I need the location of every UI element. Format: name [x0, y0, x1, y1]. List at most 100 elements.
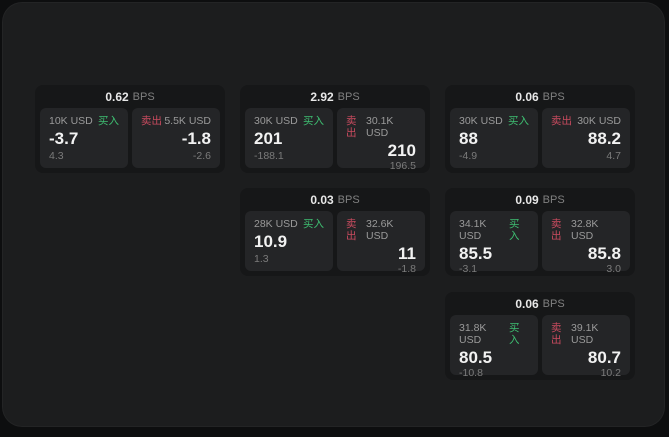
buy-delta: 1.3 [254, 253, 269, 265]
bps-unit-label: BPS [337, 193, 360, 206]
buy-panel[interactable]: 31.8K USD 买入 80.5 -10.8 [450, 315, 538, 379]
sell-side-label: 卖出 [551, 322, 562, 346]
sell-delta: 10.2 [600, 367, 621, 379]
sell-panel[interactable]: 卖出 5.5K USD -1.8 -2.6 [132, 108, 220, 168]
sell-panel[interactable]: 卖出 32.6K USD 11 -1.8 [337, 211, 425, 275]
buy-amount: 34.1K USD [459, 218, 487, 242]
sell-delta: 4.7 [606, 150, 621, 162]
quote-board-window: 0.62 BPS 10K USD 买入 -3.7 4.3 卖出 5.5K USD… [2, 2, 665, 427]
buy-side-label: 买入 [509, 322, 520, 346]
bps-value: 2.92 [310, 89, 334, 104]
bps-value: 0.09 [515, 192, 539, 207]
buy-delta: 4.3 [49, 150, 64, 162]
buy-delta: -4.9 [459, 150, 478, 162]
sell-price: 80.7 [587, 348, 621, 367]
sell-amount: 32.6K USD [365, 218, 394, 242]
buy-delta: -3.1 [459, 263, 478, 275]
buy-panel[interactable]: 34.1K USD 买入 85.5 -3.1 [450, 211, 538, 275]
bps-value: 0.06 [515, 89, 539, 104]
sell-side-label: 卖出 [551, 218, 562, 242]
card-body: 34.1K USD 买入 85.5 -3.1 卖出 32.8K USD 85.8… [450, 211, 630, 275]
buy-amount: 10K USD [49, 115, 93, 127]
sell-amount: 5.5K USD [164, 115, 211, 127]
sell-amount: 30K USD [577, 115, 621, 127]
buy-side-label: 买入 [509, 218, 520, 242]
card-body: 10K USD 买入 -3.7 4.3 卖出 5.5K USD -1.8 -2.… [40, 108, 220, 168]
sell-panel-top: 卖出 30.1K USD [346, 115, 416, 139]
card-header: 0.09 BPS [450, 188, 630, 211]
bps-unit-label: BPS [542, 297, 565, 310]
buy-panel-top: 28K USD 买入 [254, 218, 324, 230]
sell-side-label: 卖出 [551, 115, 572, 127]
buy-panel[interactable]: 30K USD 买入 88 -4.9 [450, 108, 538, 168]
sell-side-label: 卖出 [141, 115, 162, 127]
sell-delta: -1.8 [397, 263, 416, 275]
sell-panel[interactable]: 卖出 30.1K USD 210 196.5 [337, 108, 425, 172]
buy-delta: -10.8 [459, 367, 483, 379]
buy-panel[interactable]: 28K USD 买入 10.9 1.3 [245, 211, 333, 271]
buy-price: 88 [459, 129, 478, 148]
buy-price: 80.5 [459, 348, 493, 367]
card-body: 31.8K USD 买入 80.5 -10.8 卖出 39.1K USD 80.… [450, 315, 630, 379]
buy-panel-top: 30K USD 买入 [459, 115, 529, 127]
card-header: 0.03 BPS [245, 188, 425, 211]
sell-panel-top: 卖出 32.8K USD [551, 218, 621, 242]
sell-panel-top: 卖出 39.1K USD [551, 322, 621, 346]
sell-price: -1.8 [181, 129, 211, 148]
bps-unit-label: BPS [132, 90, 155, 103]
bps-value: 0.06 [515, 296, 539, 311]
buy-panel-top: 31.8K USD 买入 [459, 322, 529, 346]
card-body: 30K USD 买入 88 -4.9 卖出 30K USD 88.2 4.7 [450, 108, 630, 168]
buy-side-label: 买入 [508, 115, 529, 127]
sell-delta: 3.0 [606, 263, 621, 275]
buy-side-label: 买入 [303, 218, 324, 230]
bps-unit-label: BPS [542, 90, 565, 103]
card-body: 30K USD 买入 201 -188.1 卖出 30.1K USD 210 1… [245, 108, 425, 172]
sell-panel-top: 卖出 30K USD [551, 115, 621, 127]
sell-amount: 32.8K USD [570, 218, 599, 242]
sell-price: 88.2 [587, 129, 621, 148]
quote-card: 0.06 BPS 31.8K USD 买入 80.5 -10.8 卖出 39.1… [445, 292, 635, 380]
sell-side-label: 卖出 [346, 115, 357, 139]
buy-side-label: 买入 [98, 115, 119, 127]
buy-price: -3.7 [49, 129, 79, 148]
sell-panel[interactable]: 卖出 32.8K USD 85.8 3.0 [542, 211, 630, 275]
buy-amount: 31.8K USD [459, 322, 487, 346]
buy-price: 85.5 [459, 244, 493, 263]
sell-amount: 30.1K USD [365, 115, 394, 139]
quote-card: 0.06 BPS 30K USD 买入 88 -4.9 卖出 30K USD 8… [445, 85, 635, 173]
buy-side-label: 买入 [303, 115, 324, 127]
card-header: 2.92 BPS [245, 85, 425, 108]
buy-price: 10.9 [254, 232, 288, 251]
buy-panel[interactable]: 30K USD 买入 201 -188.1 [245, 108, 333, 168]
bps-unit-label: BPS [337, 90, 360, 103]
quote-card: 0.03 BPS 28K USD 买入 10.9 1.3 卖出 32.6K US… [240, 188, 430, 276]
bps-unit-label: BPS [542, 193, 565, 206]
bps-value: 0.62 [105, 89, 129, 104]
bps-value: 0.03 [310, 192, 334, 207]
quote-card: 0.62 BPS 10K USD 买入 -3.7 4.3 卖出 5.5K USD… [35, 85, 225, 173]
buy-amount: 30K USD [254, 115, 298, 127]
sell-side-label: 卖出 [346, 218, 357, 242]
sell-price: 85.8 [587, 244, 621, 263]
buy-panel-top: 34.1K USD 买入 [459, 218, 529, 242]
buy-panel-top: 30K USD 买入 [254, 115, 324, 127]
sell-panel[interactable]: 卖出 30K USD 88.2 4.7 [542, 108, 630, 168]
sell-amount: 39.1K USD [570, 322, 599, 346]
card-header: 0.06 BPS [450, 292, 630, 315]
card-header: 0.06 BPS [450, 85, 630, 108]
sell-panel[interactable]: 卖出 39.1K USD 80.7 10.2 [542, 315, 630, 379]
sell-price: 11 [398, 244, 416, 263]
sell-panel-top: 卖出 5.5K USD [141, 115, 211, 127]
sell-panel-top: 卖出 32.6K USD [346, 218, 416, 242]
buy-amount: 30K USD [459, 115, 503, 127]
buy-panel[interactable]: 10K USD 买入 -3.7 4.3 [40, 108, 128, 168]
buy-panel-top: 10K USD 买入 [49, 115, 119, 127]
buy-delta: -188.1 [254, 150, 284, 162]
sell-delta: 196.5 [389, 160, 416, 172]
quote-card: 2.92 BPS 30K USD 买入 201 -188.1 卖出 30.1K … [240, 85, 430, 173]
sell-delta: -2.6 [192, 150, 211, 162]
card-body: 28K USD 买入 10.9 1.3 卖出 32.6K USD 11 -1.8 [245, 211, 425, 275]
quote-card: 0.09 BPS 34.1K USD 买入 85.5 -3.1 卖出 32.8K… [445, 188, 635, 276]
card-header: 0.62 BPS [40, 85, 220, 108]
